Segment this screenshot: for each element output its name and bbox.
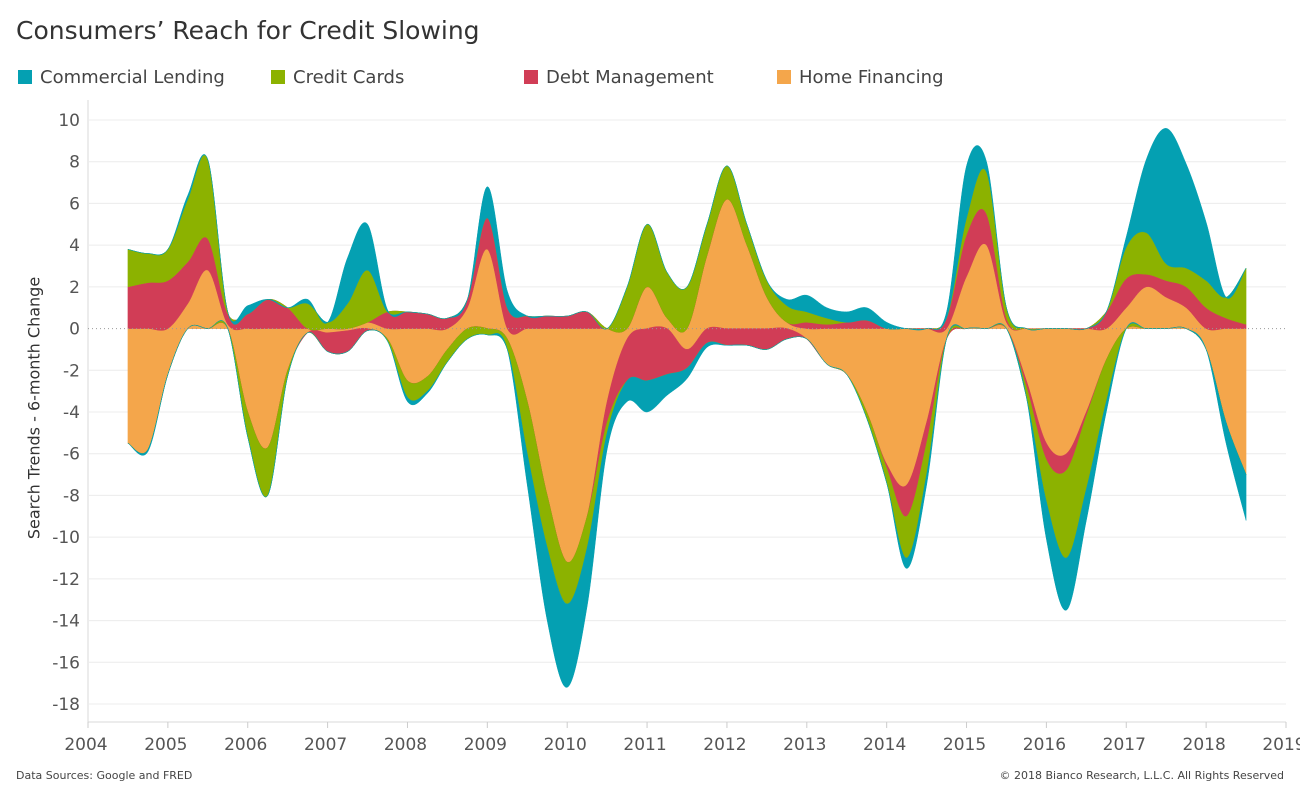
y-tick-label: -10 [52, 528, 80, 548]
x-tick-label: 2007 [304, 735, 347, 755]
y-tick-label: -18 [52, 695, 80, 715]
y-tick-label: 2 [69, 278, 80, 298]
x-tick-label: 2008 [384, 735, 427, 755]
x-tick-label: 2013 [783, 735, 826, 755]
data-source-note: Data Sources: Google and FRED [16, 769, 193, 782]
y-tick-label: 0 [69, 320, 80, 340]
x-tick-label: 2011 [623, 735, 666, 755]
area-commercial-lending-negative [127, 320, 1247, 688]
legend-swatch-commercial-lending [18, 70, 32, 84]
legend-item-credit-cards[interactable]: Credit Cards [271, 65, 404, 89]
x-tick-label: 2012 [703, 735, 746, 755]
y-tick-label: 6 [69, 194, 80, 214]
stacked-areas [127, 128, 1247, 688]
legend-item-home-financing[interactable]: Home Financing [777, 65, 944, 89]
legend-item-debt-management[interactable]: Debt Management [524, 65, 714, 89]
x-axis-ticks: 2004 2005 2006 2007 2008 2009 2010 2011 2012 2013… [64, 722, 1300, 755]
x-tick-label: 2019 [1262, 735, 1300, 755]
x-tick-label: 2004 [64, 735, 107, 755]
x-tick-label: 2015 [943, 735, 986, 755]
copyright-note: © 2018 Bianco Research, L.L.C. All Right… [999, 769, 1284, 782]
chart-title: Consumers’ Reach for Credit Slowing [16, 16, 480, 45]
y-tick-label: 8 [69, 153, 80, 173]
x-tick-label: 2017 [1103, 735, 1146, 755]
y-axis-ticks: 10 8 6 4 2 0 -2 -4 -6 -8 -10 -12 -14 -16 -18 [52, 111, 80, 715]
legend: Commercial Lending Credit Cards Debt Man… [18, 65, 1018, 91]
legend-swatch-credit-cards [271, 70, 285, 84]
y-tick-label: 10 [58, 111, 80, 131]
legend-swatch-home-financing [777, 70, 791, 84]
y-tick-label: 4 [69, 236, 80, 256]
legend-label: Debt Management [546, 66, 714, 88]
y-axis-label: Search Trends - 6-month Change [24, 276, 44, 540]
legend-label: Home Financing [799, 66, 944, 88]
y-tick-label: -16 [52, 653, 80, 673]
legend-swatch-debt-management [524, 70, 538, 84]
y-tick-label: -2 [63, 361, 80, 381]
x-tick-label: 2005 [144, 735, 187, 755]
legend-label: Credit Cards [293, 66, 405, 88]
x-tick-label: 2016 [1023, 735, 1066, 755]
y-tick-label: -8 [63, 486, 80, 506]
x-tick-label: 2010 [544, 735, 587, 755]
area-commercial-lending-positive [127, 128, 1247, 331]
x-tick-label: 2009 [464, 735, 507, 755]
legend-label: Commercial Lending [40, 66, 225, 88]
x-tick-label: 2018 [1183, 735, 1226, 755]
x-tick-label: 2006 [224, 735, 267, 755]
legend-item-commercial-lending[interactable]: Commercial Lending [18, 65, 225, 89]
x-tick-label: 2014 [863, 735, 906, 755]
y-tick-label: -4 [63, 403, 80, 423]
y-tick-label: -12 [52, 570, 80, 590]
y-tick-label: -6 [63, 445, 80, 465]
y-tick-label: -14 [52, 612, 80, 632]
